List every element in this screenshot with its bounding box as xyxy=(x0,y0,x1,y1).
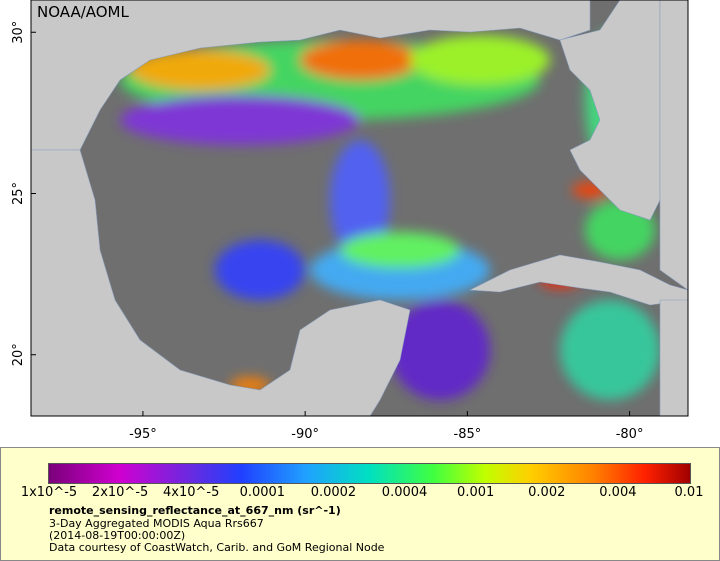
data-patches xyxy=(120,30,660,400)
colorbar-label: 0.002 xyxy=(528,485,566,500)
x-tick-label: -95° xyxy=(129,427,157,442)
land xyxy=(31,0,688,416)
colorbar-label: 2x10^-5 xyxy=(91,485,149,500)
attribution: NOAA/AOML xyxy=(37,3,130,21)
y-tick-label: 20° xyxy=(11,343,26,366)
y-tick-label: 30° xyxy=(11,21,26,44)
colorbar-label: 0.004 xyxy=(599,485,637,500)
x-tick-label: -90° xyxy=(291,427,319,442)
colorbar-label: 4x10^-5 xyxy=(163,485,220,500)
colorbar-label: 0.01 xyxy=(674,485,704,500)
x-tick-label: -85° xyxy=(454,427,482,442)
time: (2014-08-19T00:00:00Z) xyxy=(49,529,186,542)
colorbar-label: 0.001 xyxy=(457,485,495,500)
colorbar-label: 0.0004 xyxy=(381,485,428,500)
y-tick-label: 25° xyxy=(11,182,26,205)
description: 3-Day Aggregated MODIS Aqua Rrs667 xyxy=(49,517,264,530)
colorbar xyxy=(48,463,691,484)
map-frame xyxy=(30,0,689,417)
variable-name: remote_sensing_reflectance_at_667_nm (sr… xyxy=(49,504,341,517)
map-body xyxy=(31,0,688,416)
credit: Data courtesy of CoastWatch, Carib. and … xyxy=(49,541,385,554)
map: NOAA/AOML -95° -90° -85° -80° 30° 25° 20° xyxy=(11,0,689,442)
colorbar-label: 0.0002 xyxy=(310,485,357,500)
colorbar-label: 0.0001 xyxy=(239,485,286,500)
x-tick-label: -80° xyxy=(616,427,644,442)
legend-panel: remote_sensing_reflectance_at_667_nm (sr… xyxy=(0,447,720,561)
colorbar-label: 1x10^-5 xyxy=(20,485,78,500)
